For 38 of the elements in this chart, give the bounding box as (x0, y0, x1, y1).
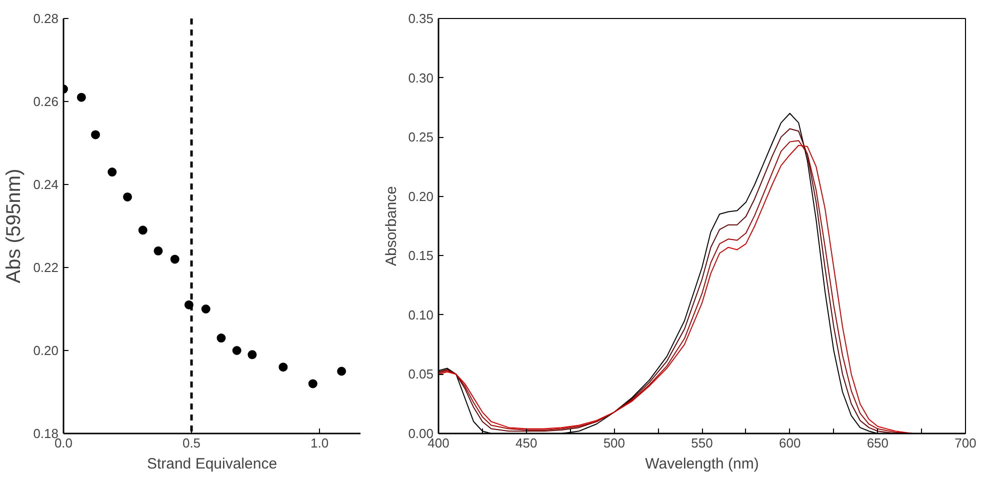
point (232, 346, 242, 355)
y-tick-label: 0.22 (33, 260, 59, 275)
point (91, 130, 100, 140)
point (216, 334, 226, 343)
x-tick-label: 600 (778, 436, 801, 450)
y-tick-label: 0.05 (408, 366, 434, 382)
y-axis-title: Absorbance (383, 186, 400, 266)
x-tick-label: 700 (954, 436, 976, 450)
point (138, 226, 148, 235)
x-tick-label: 500 (603, 436, 626, 450)
x-axis-title: Wavelength (nm) (645, 456, 759, 472)
y-tick-label: 0.35 (408, 11, 434, 26)
point (76, 92, 86, 102)
point (201, 304, 210, 314)
y-axis-title: Abs (595nm) (3, 168, 26, 284)
x-tick-label: 550 (691, 436, 713, 450)
y-tick-label: 0.20 (408, 188, 434, 204)
point (108, 168, 117, 177)
point (337, 366, 346, 376)
y-tick-label: 0.25 (408, 130, 434, 145)
point (248, 350, 257, 360)
point (123, 192, 132, 202)
y-tick-label: 0.28 (33, 11, 59, 26)
y-tick-label: 0.10 (408, 307, 434, 322)
x-tick-label: 650 (866, 436, 889, 450)
y-tick-label: 0.26 (33, 94, 59, 109)
point (154, 246, 163, 256)
y-tick-label: 0.24 (33, 177, 59, 192)
y-tick-label: 0.20 (33, 343, 59, 358)
x-axis-title: Strand Equivalence (146, 456, 278, 472)
point (170, 254, 180, 264)
x-tick-label: 450 (515, 436, 538, 450)
x-tick-label: 0.5 (182, 436, 201, 450)
x-tick-label: 1.0 (310, 436, 329, 450)
point (308, 379, 318, 388)
y-tick-label: 0.15 (408, 248, 434, 264)
y-tick-label: 0.30 (408, 70, 434, 86)
point (278, 362, 288, 372)
